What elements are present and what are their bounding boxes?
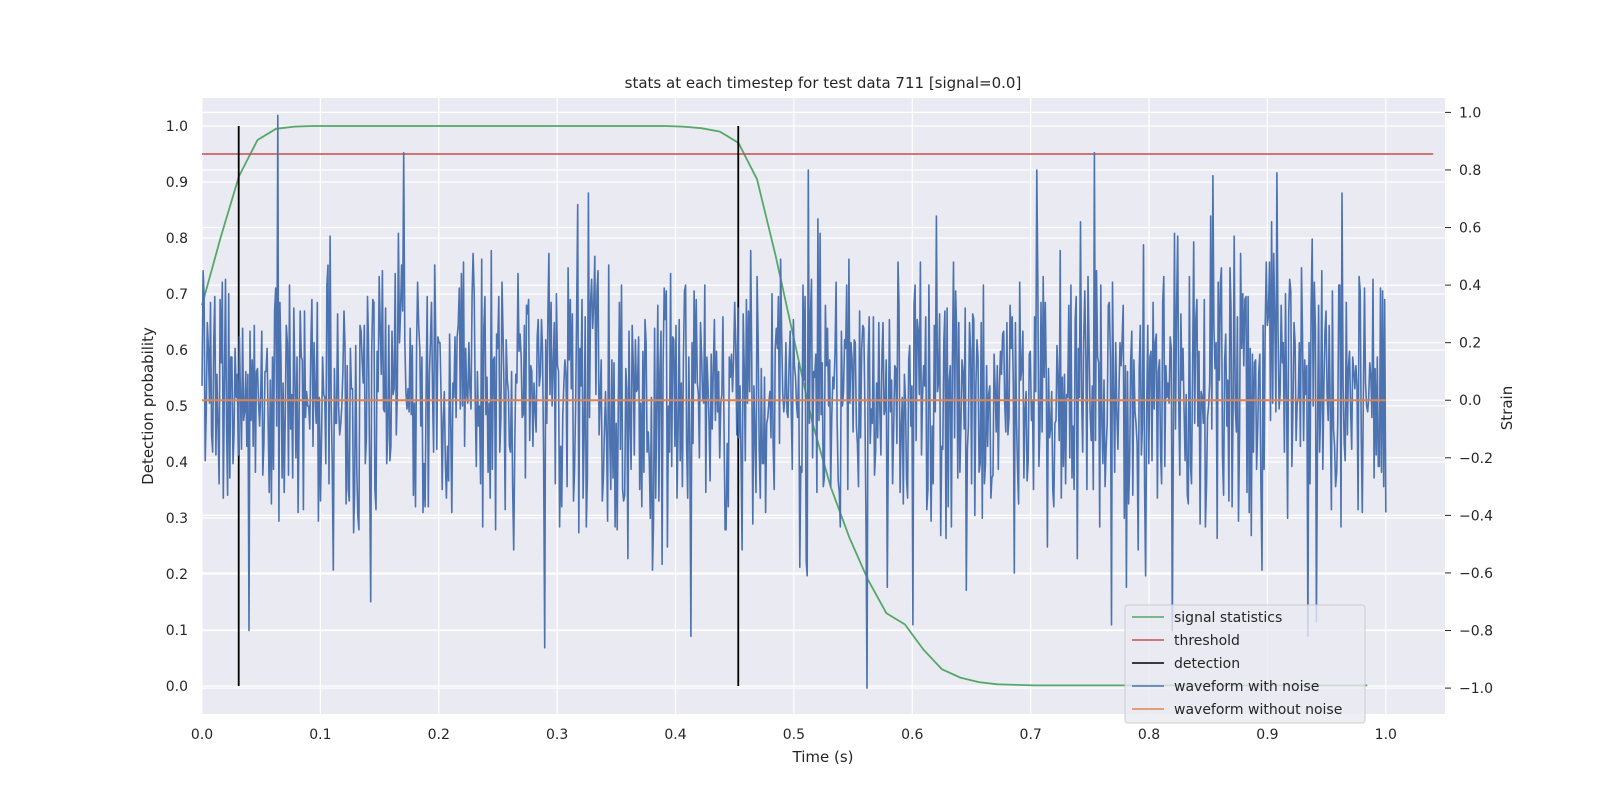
y-left-tick-label: 0.0 — [166, 679, 188, 695]
y-right-tick-label: 0.2 — [1459, 336, 1481, 352]
x-tick-label: 0.4 — [664, 727, 686, 743]
series-waveform-with-noise — [201, 114, 1387, 689]
legend-label-clean-waveform: waveform without noise — [1174, 702, 1342, 718]
x-tick-label: 0.1 — [309, 727, 331, 743]
y-axis-right-label: Strain — [1498, 386, 1516, 430]
x-tick-label: 0.9 — [1256, 727, 1278, 743]
x-tick-label: 0.8 — [1138, 727, 1160, 743]
y-left-tick-label: 0.6 — [166, 343, 188, 359]
x-tick-label: 0.2 — [428, 727, 450, 743]
x-tick-label: 1.0 — [1375, 727, 1397, 743]
y-right-tick-label: 0.0 — [1459, 393, 1481, 409]
y-left-tick-label: 0.8 — [166, 231, 188, 247]
y-right-tick-label: −0.8 — [1459, 624, 1493, 640]
y-right-tick-label: −0.2 — [1459, 451, 1493, 467]
y-left-tick-label: 0.9 — [166, 175, 188, 191]
y-left-tick-label: 0.2 — [166, 567, 188, 583]
legend-label-noise-waveform: waveform with noise — [1174, 679, 1319, 695]
y-right-tick-label: 1.0 — [1459, 105, 1481, 121]
y-left-tick-label: 0.7 — [166, 287, 188, 303]
y-right-tick-label: 0.8 — [1459, 163, 1481, 179]
x-axis-label: Time (s) — [792, 748, 854, 766]
y-left-tick-label: 1.0 — [166, 119, 188, 135]
y-left-tick-label: 0.1 — [166, 623, 188, 639]
y-axis-left-label: Detection probability — [139, 327, 157, 485]
y-left-tick-label: 0.3 — [166, 511, 188, 527]
y-right-tick-label: −0.4 — [1459, 508, 1493, 524]
y-right-tick-label: −1.0 — [1459, 681, 1493, 697]
x-axis: 0.0 0.1 0.2 0.3 0.4 0.5 0.6 0.7 0.8 0.9 1.0 — [191, 727, 1397, 743]
y-right-tick-label: −0.6 — [1459, 566, 1493, 582]
chart-title: stats at each timestep for test data 711… — [625, 74, 1022, 92]
y-axis-left: 0.0 0.1 0.2 0.3 0.4 0.5 0.6 0.7 0.8 0.9 1.0 — [166, 119, 188, 695]
x-tick-label: 0.5 — [783, 727, 805, 743]
legend-label-threshold: threshold — [1174, 633, 1240, 649]
y-left-tick-label: 0.5 — [166, 399, 188, 415]
y-left-tick-label: 0.4 — [166, 455, 188, 471]
y-axis-right: −1.0 −0.8 −0.6 −0.4 −0.2 0.0 0.2 0.4 0.6 0.8 1.0 — [1445, 105, 1493, 697]
x-tick-label: 0.6 — [901, 727, 923, 743]
legend-label-detection: detection — [1174, 656, 1240, 672]
x-tick-label: 0.0 — [191, 727, 213, 743]
x-tick-label: 0.7 — [1020, 727, 1042, 743]
legend-label-signal: signal statistics — [1174, 610, 1282, 626]
legend-box — [1124, 604, 1366, 724]
x-tick-label: 0.3 — [546, 727, 568, 743]
legend: signal statistics threshold detection wa… — [1124, 604, 1366, 724]
y-right-tick-label: 0.4 — [1459, 278, 1481, 294]
y-right-tick-label: 0.6 — [1459, 221, 1481, 237]
